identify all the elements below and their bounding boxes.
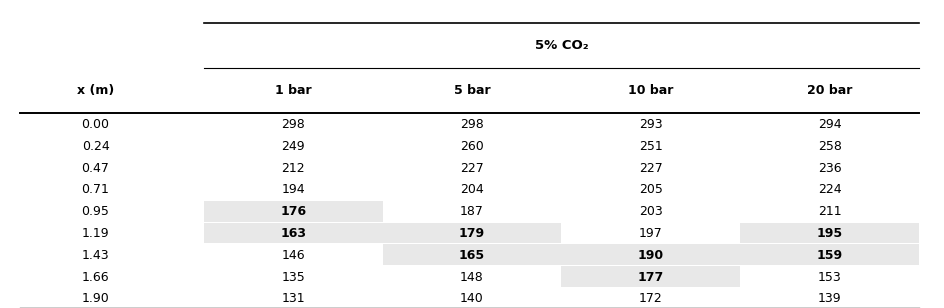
Text: 293: 293 bbox=[639, 118, 663, 131]
Text: 165: 165 bbox=[459, 249, 485, 262]
Text: 0.00: 0.00 bbox=[81, 118, 110, 131]
Text: 205: 205 bbox=[639, 183, 663, 196]
Text: 203: 203 bbox=[639, 205, 663, 218]
Text: 258: 258 bbox=[818, 140, 842, 153]
FancyBboxPatch shape bbox=[382, 244, 562, 265]
Text: 163: 163 bbox=[280, 227, 306, 240]
Text: 10 bar: 10 bar bbox=[628, 84, 673, 97]
Text: 0.47: 0.47 bbox=[81, 161, 110, 175]
Text: 1.66: 1.66 bbox=[82, 271, 110, 284]
Text: 146: 146 bbox=[281, 249, 305, 262]
Text: 236: 236 bbox=[818, 161, 841, 175]
Text: 294: 294 bbox=[818, 118, 841, 131]
FancyBboxPatch shape bbox=[562, 244, 740, 265]
Text: 251: 251 bbox=[639, 140, 663, 153]
Text: 172: 172 bbox=[639, 292, 663, 306]
Text: 298: 298 bbox=[460, 118, 484, 131]
Text: 5% CO₂: 5% CO₂ bbox=[534, 39, 588, 52]
Text: 0.24: 0.24 bbox=[81, 140, 110, 153]
FancyBboxPatch shape bbox=[740, 223, 919, 244]
FancyBboxPatch shape bbox=[562, 266, 740, 287]
FancyBboxPatch shape bbox=[204, 223, 382, 244]
Text: 249: 249 bbox=[281, 140, 305, 153]
Text: x (m): x (m) bbox=[76, 84, 114, 97]
Text: 1.43: 1.43 bbox=[82, 249, 110, 262]
Text: 131: 131 bbox=[281, 292, 305, 306]
Text: 179: 179 bbox=[459, 227, 485, 240]
FancyBboxPatch shape bbox=[204, 201, 382, 222]
Text: 195: 195 bbox=[817, 227, 843, 240]
Text: 227: 227 bbox=[460, 161, 484, 175]
Text: 224: 224 bbox=[818, 183, 841, 196]
Text: 298: 298 bbox=[281, 118, 305, 131]
Text: 204: 204 bbox=[460, 183, 484, 196]
Text: 212: 212 bbox=[281, 161, 305, 175]
Text: 139: 139 bbox=[818, 292, 841, 306]
Text: 176: 176 bbox=[280, 205, 306, 218]
Text: 197: 197 bbox=[639, 227, 663, 240]
Text: 187: 187 bbox=[460, 205, 484, 218]
Text: 20 bar: 20 bar bbox=[807, 84, 852, 97]
Text: 190: 190 bbox=[638, 249, 664, 262]
Text: 153: 153 bbox=[818, 271, 841, 284]
Text: 0.95: 0.95 bbox=[81, 205, 110, 218]
Text: 0.71: 0.71 bbox=[81, 183, 110, 196]
FancyBboxPatch shape bbox=[382, 223, 562, 244]
Text: 135: 135 bbox=[281, 271, 305, 284]
Text: 159: 159 bbox=[817, 249, 843, 262]
FancyBboxPatch shape bbox=[740, 244, 919, 265]
Text: 211: 211 bbox=[818, 205, 841, 218]
Text: 260: 260 bbox=[460, 140, 484, 153]
Text: 227: 227 bbox=[639, 161, 663, 175]
Text: 5 bar: 5 bar bbox=[454, 84, 490, 97]
Text: 1.90: 1.90 bbox=[81, 292, 110, 306]
Text: 1.19: 1.19 bbox=[82, 227, 110, 240]
Text: 1 bar: 1 bar bbox=[275, 84, 312, 97]
Text: 140: 140 bbox=[460, 292, 484, 306]
Text: 177: 177 bbox=[638, 271, 664, 284]
Text: 194: 194 bbox=[281, 183, 305, 196]
Text: 148: 148 bbox=[460, 271, 484, 284]
